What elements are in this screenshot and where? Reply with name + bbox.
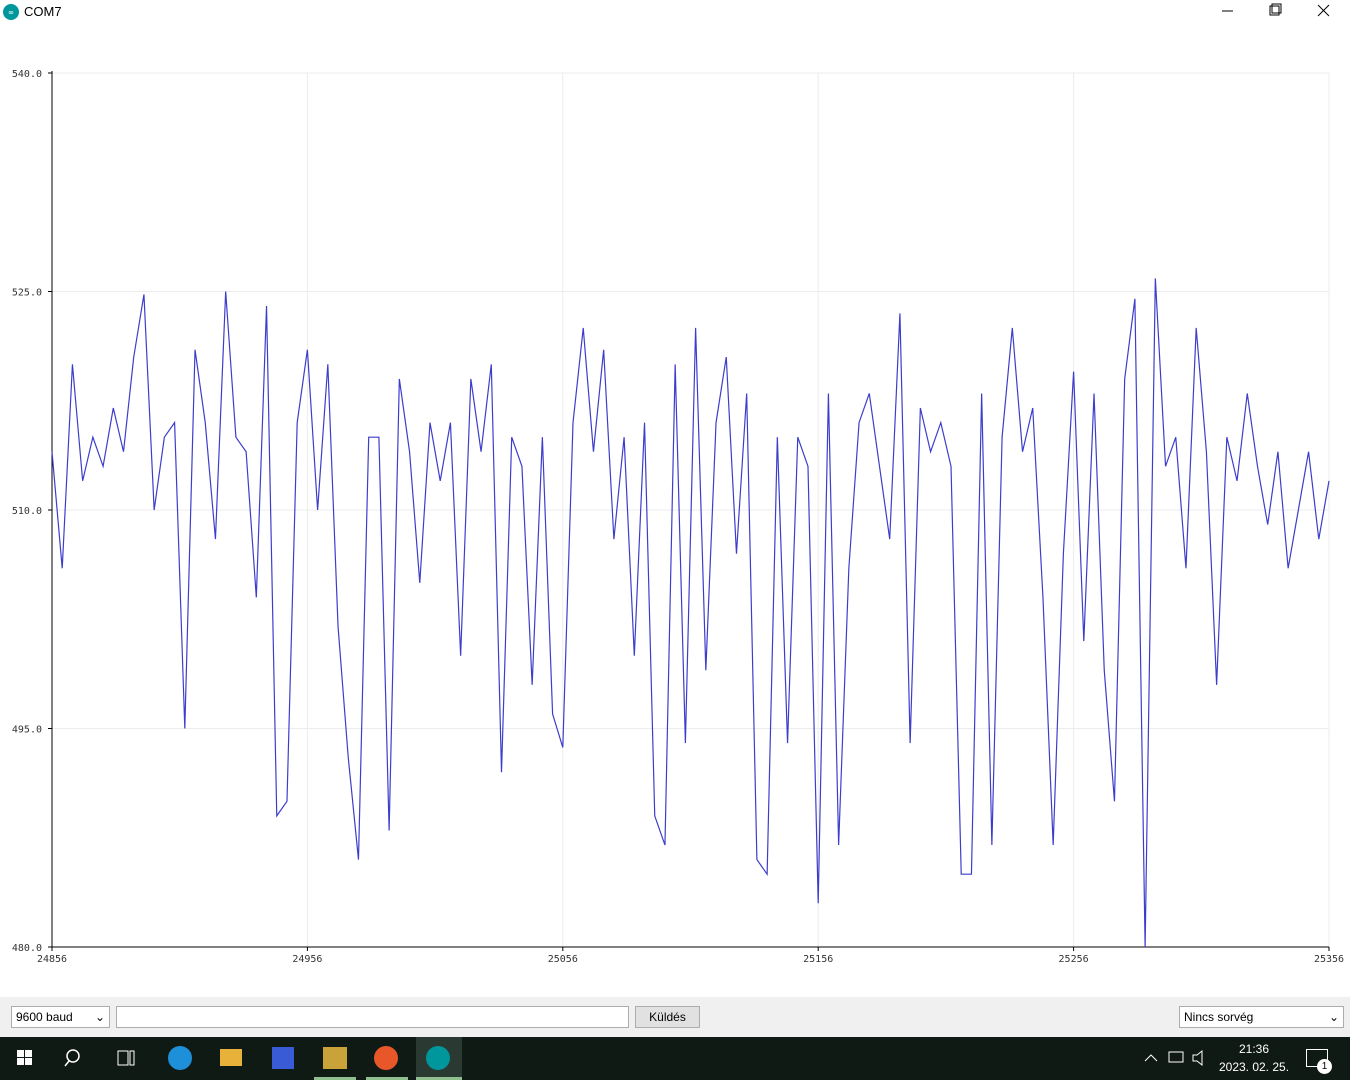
x-tick-label: 25356 <box>1314 954 1344 965</box>
y-tick-label: 495.0 <box>12 725 42 736</box>
baud-label: 9600 baud <box>16 1010 73 1024</box>
plot: 480.0 495.0 510.0 525.0 540.0 24856 24956 25056… <box>12 69 1344 965</box>
baud-select[interactable]: 9600 baud ⌄ <box>11 1006 110 1028</box>
x-tick-label: 25256 <box>1059 954 1089 965</box>
x-tick-label: 24956 <box>292 954 322 965</box>
clock-date: 2023. 02. 25. <box>1218 1060 1290 1074</box>
app-icon: ∞ <box>3 4 19 20</box>
send-label: Küldés <box>649 1010 686 1024</box>
taskbar-icons[interactable] <box>0 1037 470 1080</box>
x-tick-label: 24856 <box>37 954 67 965</box>
line-ending-select[interactable]: Nincs sorvég ⌄ <box>1179 1006 1344 1028</box>
y-tick-label: 525.0 <box>12 288 42 299</box>
y-tick-label: 480.0 <box>12 943 42 954</box>
svg-text:∞: ∞ <box>9 8 14 17</box>
tray-icons[interactable] <box>1140 1037 1220 1080</box>
control-bar: 9600 baud ⌄ Küldés Nincs sorvég ⌄ <box>0 997 1350 1037</box>
title-bar: ∞ COM7 <box>0 0 1350 24</box>
window-title: COM7 <box>24 4 62 19</box>
y-tick-label: 540.0 <box>12 69 42 80</box>
notification-count: 1 <box>1317 1059 1332 1074</box>
clock-time: 21:36 <box>1238 1042 1270 1056</box>
send-input[interactable] <box>116 1006 629 1028</box>
x-tick-label: 25056 <box>548 954 578 965</box>
line-ending-label: Nincs sorvég <box>1184 1010 1254 1024</box>
y-tick-label: 510.0 <box>12 506 42 517</box>
window-controls[interactable] <box>1215 2 1340 22</box>
send-button[interactable]: Küldés <box>635 1006 700 1028</box>
x-tick-label: 25156 <box>803 954 833 965</box>
data-line <box>51 278 1330 948</box>
taskbar: 21:36 2023. 02. 25. 1 <box>0 1037 1350 1080</box>
